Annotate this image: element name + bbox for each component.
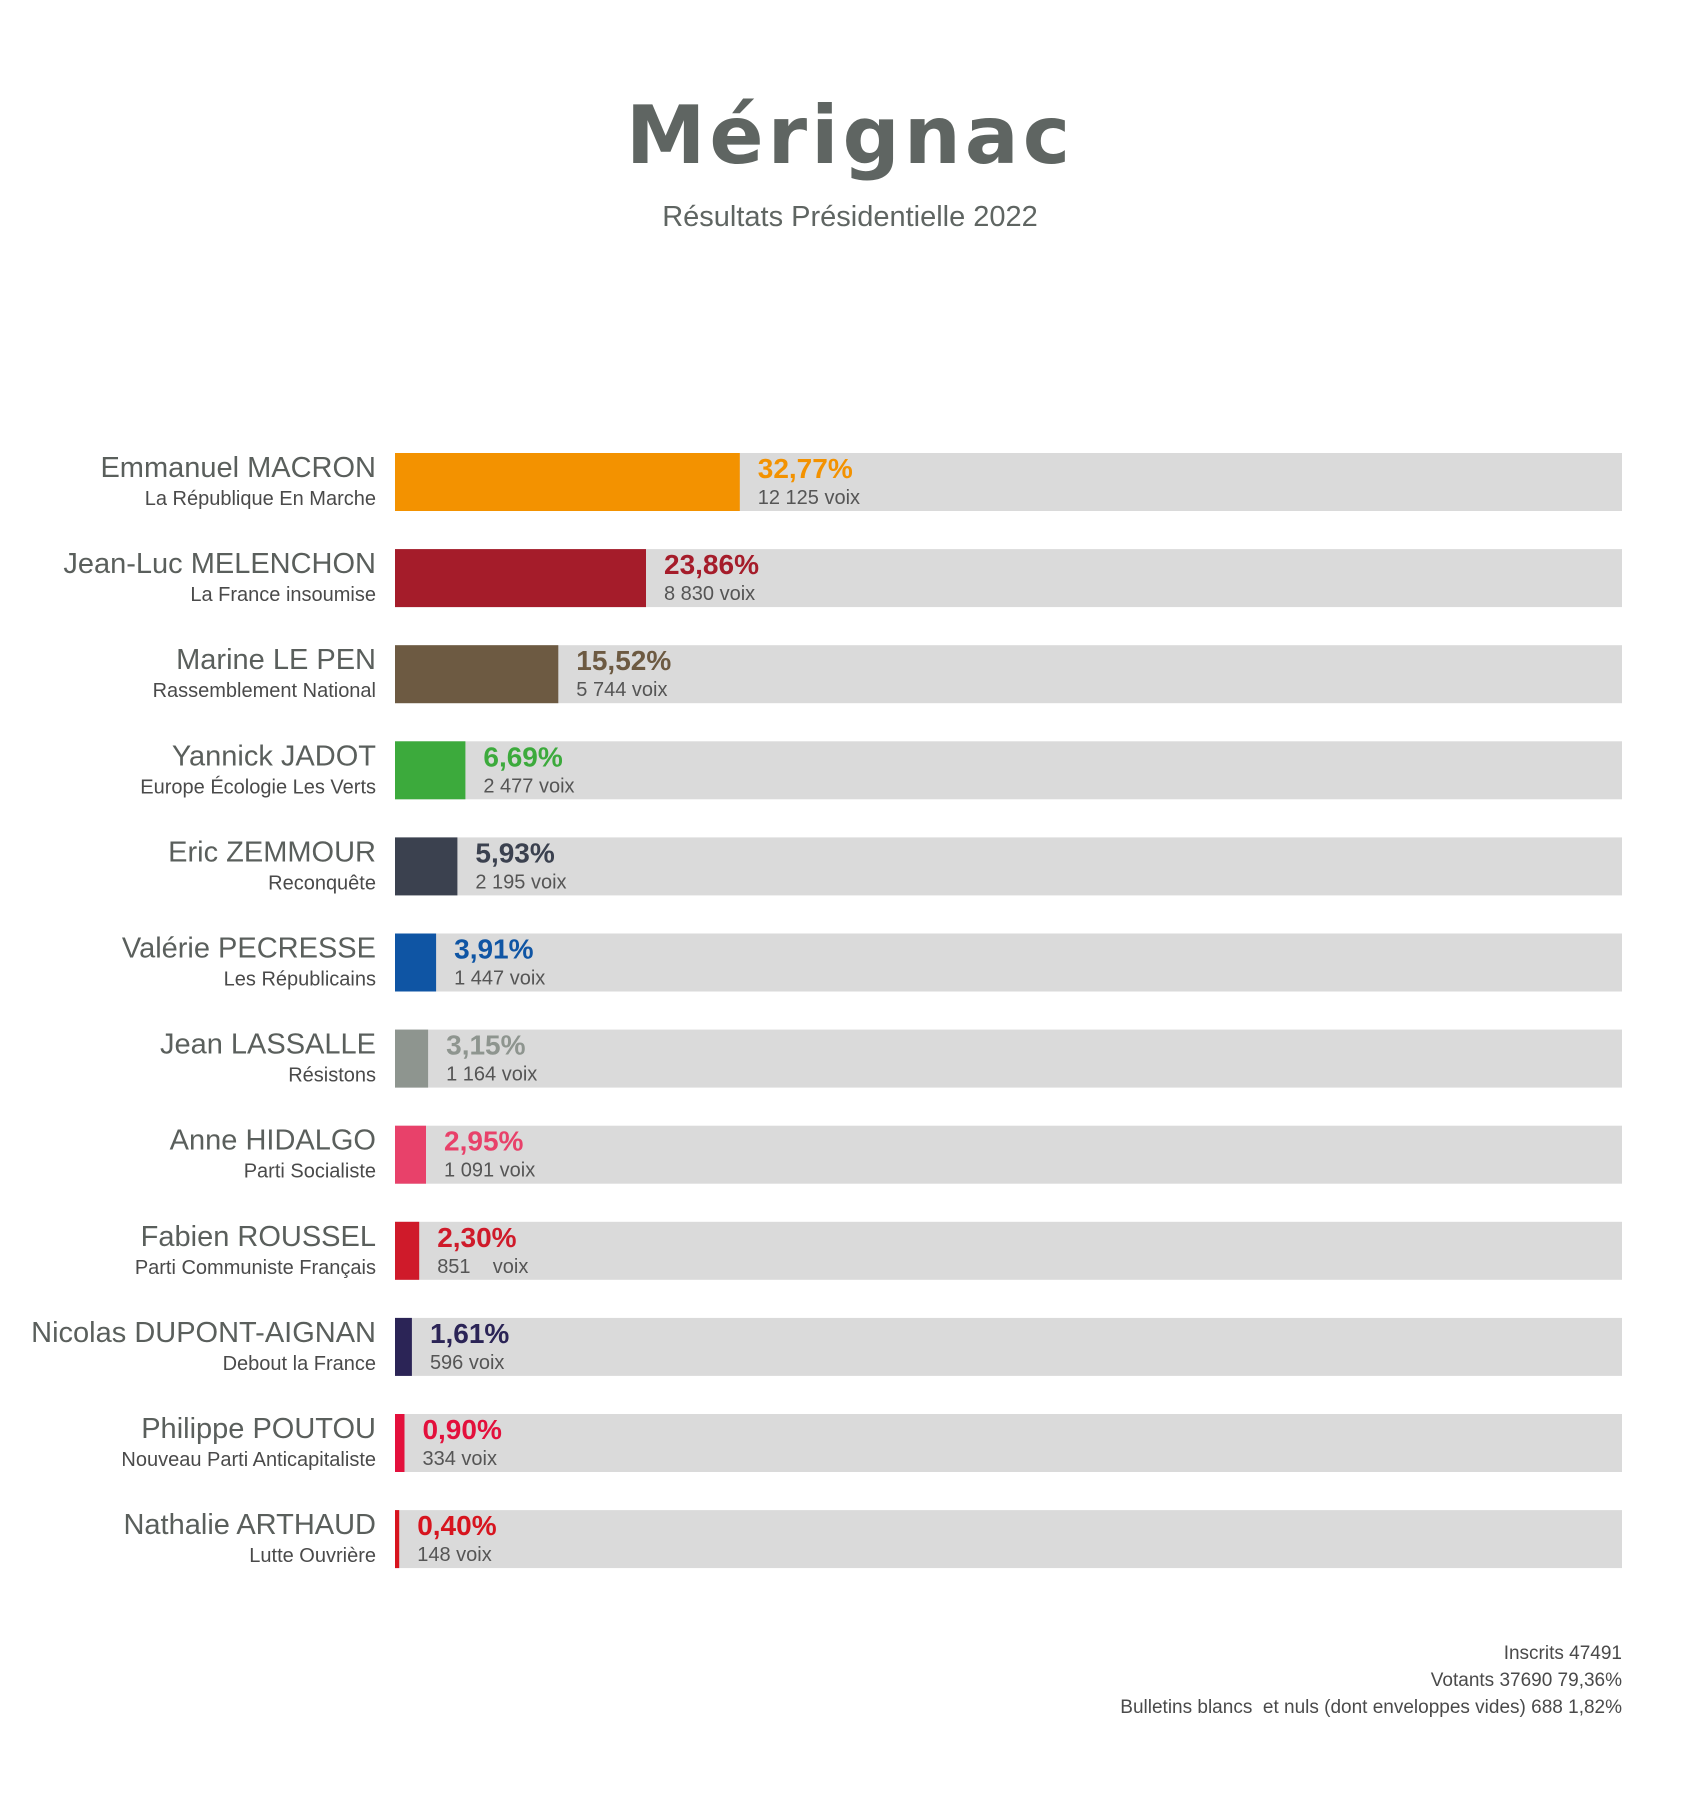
votes-label: 334 voix <box>422 1448 497 1470</box>
party-name: Parti Socialiste <box>244 1161 376 1183</box>
bar <box>395 1317 412 1376</box>
candidate-name: Nicolas DUPONT-AIGNAN <box>31 1317 376 1349</box>
party-name: Europe Écologie Les Verts <box>140 775 376 798</box>
votes-label: 2 477 voix <box>483 775 574 797</box>
votes-label: 12 125 voix <box>758 487 860 509</box>
votes-label: 1 091 voix <box>444 1160 535 1182</box>
candidate-name: Emmanuel MACRON <box>100 452 376 484</box>
percentage-label: 2,95% <box>444 1126 523 1157</box>
party-name: Parti Communiste Français <box>135 1257 376 1279</box>
bar-track <box>395 741 1622 800</box>
candidate-name: Yannick JADOT <box>172 740 376 772</box>
percentage-label: 0,40% <box>417 1510 496 1541</box>
results-bar-chart: Emmanuel MACRON La République En Marche 32… <box>31 452 1622 1569</box>
votes-label: 1 164 voix <box>446 1064 537 1086</box>
percentage-label: 6,69% <box>483 741 562 772</box>
bar <box>395 741 466 800</box>
votes-label: 596 voix <box>430 1352 505 1374</box>
bar <box>395 1221 420 1280</box>
bar <box>395 1125 426 1184</box>
bar <box>395 453 740 511</box>
votes-label: 2 195 voix <box>475 871 566 893</box>
bar-track <box>395 1029 1622 1088</box>
votes-label: 8 830 voix <box>664 583 755 605</box>
bar <box>395 933 437 992</box>
percentage-label: 2,30% <box>437 1222 516 1253</box>
bar <box>395 1414 405 1472</box>
party-name: Résistons <box>288 1065 376 1087</box>
party-name: La République En Marche <box>145 488 376 510</box>
candidate-name: Jean LASSALLE <box>160 1029 376 1061</box>
page-subtitle: Résultats Présidentielle 2022 <box>662 201 1038 233</box>
votes-label: 851 voix <box>437 1256 528 1278</box>
bar <box>395 837 458 896</box>
votes-label: 148 voix <box>417 1544 492 1566</box>
candidate-name: Philippe POUTOU <box>141 1413 376 1445</box>
registered-voters-text: Inscrits 47491 <box>1503 1643 1622 1664</box>
candidate-name: Nathalie ARTHAUD <box>123 1509 376 1541</box>
bar-track <box>395 1317 1622 1376</box>
party-name: La France insoumise <box>190 584 376 606</box>
turnout-summary: Inscrits 47491 Votants 37690 79,36% Bull… <box>1120 1640 1622 1721</box>
candidate-name: Anne HIDALGO <box>170 1125 376 1157</box>
page-title: Mérignac <box>625 89 1075 182</box>
bar-track <box>395 645 1622 704</box>
voters-text: Votants 37690 79,36% <box>1430 1670 1622 1691</box>
bar-track <box>395 1221 1622 1280</box>
party-name: Les Républicains <box>224 969 376 991</box>
party-name: Nouveau Parti Anticapitaliste <box>121 1449 376 1471</box>
bar <box>395 1029 429 1088</box>
votes-label: 5 744 voix <box>576 679 667 701</box>
candidate-name: Jean-Luc MELENCHON <box>63 548 376 580</box>
bar <box>395 549 646 608</box>
percentage-label: 0,90% <box>422 1414 501 1445</box>
party-name: Lutte Ouvrière <box>249 1545 376 1567</box>
bar <box>395 645 559 704</box>
percentage-label: 3,15% <box>446 1030 525 1061</box>
percentage-label: 15,52% <box>576 645 671 676</box>
candidate-name: Eric ZEMMOUR <box>168 836 376 868</box>
blank-null-ballots-text: Bulletins blancs et nuls (dont enveloppe… <box>1120 1697 1622 1718</box>
percentage-label: 1,61% <box>430 1318 509 1349</box>
party-name: Rassemblement National <box>153 680 376 702</box>
percentage-label: 23,86% <box>664 549 759 580</box>
candidate-name: Fabien ROUSSEL <box>141 1221 376 1253</box>
candidate-name: Marine LE PEN <box>176 644 376 676</box>
percentage-label: 5,93% <box>475 837 554 868</box>
bar <box>395 1510 400 1569</box>
percentage-label: 32,77% <box>758 453 853 484</box>
votes-label: 1 447 voix <box>454 968 545 990</box>
party-name: Reconquête <box>268 872 376 894</box>
bar-track <box>395 1414 1622 1472</box>
candidate-name: Valérie PECRESSE <box>122 933 376 965</box>
bar-track <box>395 837 1622 896</box>
party-name: Debout la France <box>223 1353 376 1375</box>
bar-track <box>395 1125 1622 1184</box>
percentage-label: 3,91% <box>454 934 533 965</box>
bar-track <box>395 1510 1622 1569</box>
bar-track <box>395 933 1622 992</box>
